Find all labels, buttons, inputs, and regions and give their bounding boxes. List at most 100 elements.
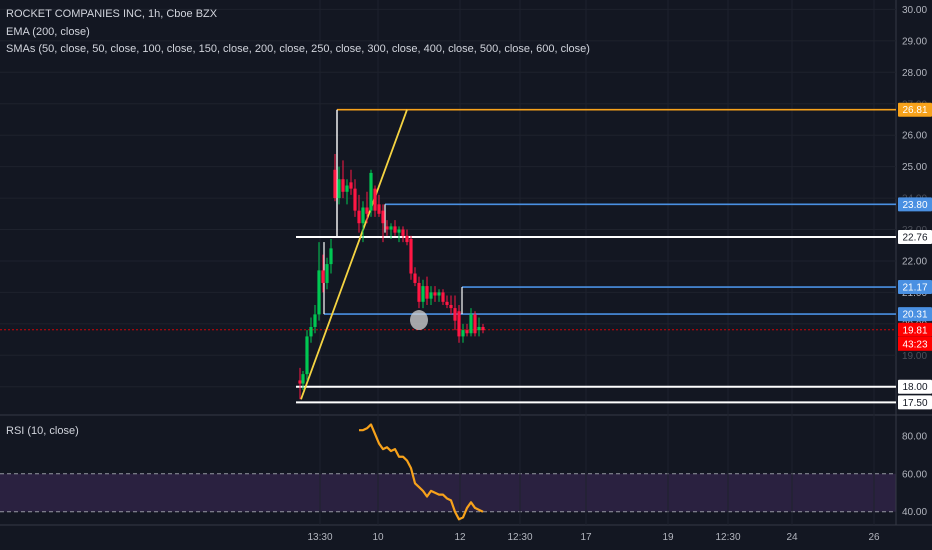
candle-up	[345, 185, 349, 192]
candle-down	[481, 326, 485, 331]
rsi-tick-label: 60.00	[902, 469, 927, 480]
rsi-band-fill	[0, 473, 896, 512]
candle-down	[445, 301, 449, 305]
level-tag-label: 17.50	[902, 398, 927, 409]
candle-up	[329, 248, 333, 265]
level-tag-label: 26.81	[902, 105, 927, 116]
candle-down	[365, 207, 369, 214]
candle-up	[389, 226, 393, 230]
candle-down	[333, 169, 337, 199]
candle-down	[353, 188, 357, 211]
last-price-tag-bg	[898, 322, 932, 337]
trend-layer	[300, 109, 428, 400]
candle-down	[381, 210, 385, 224]
price-tick-label: 29.00	[902, 36, 927, 47]
candle-down	[401, 229, 405, 236]
level-tag-label: 21.17	[902, 283, 927, 294]
rsi-layer	[359, 423, 484, 521]
time-tick-label: 17	[580, 532, 592, 543]
highlight-circle	[410, 310, 428, 331]
time-tick-label: 10	[372, 532, 384, 543]
time-tick-label: 26	[868, 532, 880, 543]
candle-down	[357, 210, 361, 224]
time-tick-label: 19	[662, 532, 674, 543]
symbol-legend[interactable]: ROCKET COMPANIES INC, 1h, Cboe BZX	[6, 8, 218, 20]
candle-down	[425, 286, 429, 299]
candle-down	[341, 179, 345, 192]
time-tick-label: 12:30	[715, 532, 740, 543]
candle-up	[477, 326, 481, 331]
sma-legend[interactable]: SMAs (50, close, 50, close, 100, close, …	[6, 43, 590, 55]
candle-up	[437, 292, 441, 296]
candle-up	[305, 336, 309, 375]
candle-up	[369, 172, 373, 211]
candle-up	[421, 286, 425, 302]
candle-up	[429, 292, 433, 299]
level-tag-bg	[898, 379, 932, 394]
last-price-tag-label: 19.81	[902, 325, 927, 336]
level-tag-bg	[898, 102, 932, 117]
candle-down	[457, 311, 461, 337]
candle-up	[469, 314, 473, 334]
candle-up	[317, 270, 321, 315]
candle-up	[397, 229, 401, 233]
rsi-line	[359, 423, 484, 521]
time-tick-label: 24	[786, 532, 798, 543]
price-tick-label: 26.00	[902, 131, 927, 142]
rsi-legend[interactable]: RSI (10, close)	[6, 425, 79, 437]
time-tick-label: 12:30	[507, 532, 532, 543]
candle-down	[385, 226, 389, 230]
level-tag-bg	[898, 230, 932, 245]
level-tag-label: 23.80	[902, 200, 927, 211]
candle-down	[413, 273, 417, 283]
rsi-tick-label: 40.00	[902, 507, 927, 518]
candle-up	[309, 326, 313, 337]
countdown-tag-label: 43:23	[902, 339, 927, 350]
rsi-tick-label: 80.00	[902, 431, 927, 442]
rsi-band	[0, 473, 896, 513]
level-tag-bg	[898, 280, 932, 295]
candles	[298, 154, 485, 400]
level-tag-label: 20.31	[902, 310, 927, 321]
level-tag-bg	[898, 197, 932, 212]
candle-up	[361, 207, 365, 224]
candle-down	[417, 282, 421, 302]
candle-up	[325, 264, 329, 283]
candle-down	[393, 226, 397, 233]
candle-down	[298, 380, 302, 384]
candle-down	[441, 292, 445, 302]
candle-down	[377, 204, 381, 214]
candle-down	[321, 270, 325, 283]
price-tick-label: 25.00	[902, 162, 927, 173]
level-tag-label: 18.00	[902, 382, 927, 393]
trend-line	[300, 109, 408, 400]
candle-down	[473, 314, 477, 334]
price-tick-label: 19.00	[902, 351, 927, 362]
candle-down	[409, 238, 413, 274]
candle-down	[433, 292, 437, 296]
time-axis[interactable]: 13:30 10 12 12:30 17 19 12:30 24 26	[307, 532, 880, 543]
candle-down	[349, 182, 353, 189]
candle-up	[337, 179, 341, 199]
candle-up	[301, 374, 305, 384]
level-tag-label: 22.76	[902, 233, 927, 244]
price-tags: 26.81 23.80 22.76 21.17 20.31 18.00 17.50 19.81…	[898, 102, 932, 410]
price-tick-label: 28.00	[902, 68, 927, 79]
ema-legend[interactable]: EMA (200, close)	[6, 26, 90, 38]
candle-down	[465, 330, 469, 334]
level-tag-bg	[898, 395, 932, 410]
price-tick-label: 22.00	[902, 256, 927, 267]
level-tag-bg	[898, 307, 932, 322]
candle-up	[313, 314, 317, 327]
candle-down	[405, 235, 409, 243]
time-tick-label: 13:30	[307, 532, 332, 543]
time-tick-label: 12	[454, 532, 466, 543]
candle-down	[373, 188, 377, 211]
countdown-tag-bg	[898, 336, 932, 351]
candle-down	[453, 308, 457, 321]
candle-up	[461, 330, 465, 337]
price-tick-label: 30.00	[902, 5, 927, 16]
